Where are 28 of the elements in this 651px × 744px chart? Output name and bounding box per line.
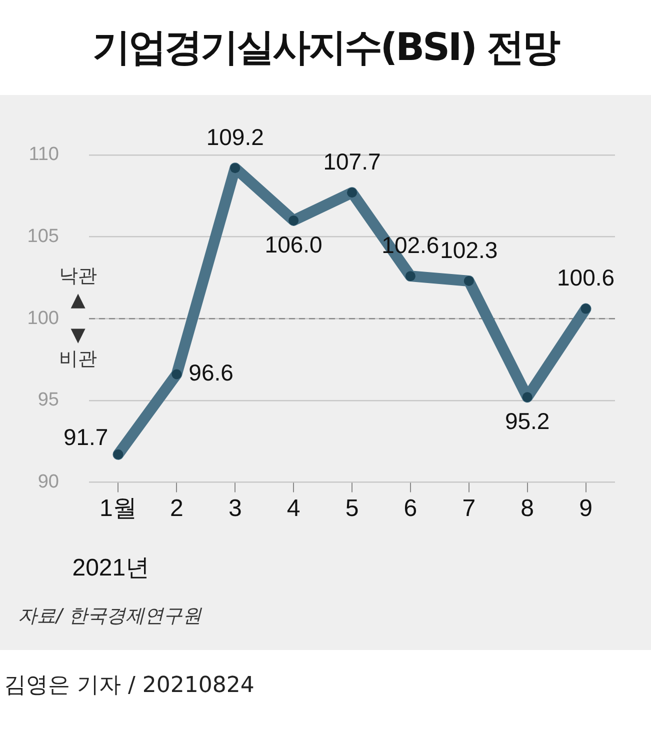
x-tick-label: 4 [286, 495, 300, 522]
text: 102.3 [440, 236, 498, 263]
x-tick-label: 3 [228, 495, 242, 522]
text: 107.7 [323, 148, 381, 174]
text: 106.0 [264, 231, 322, 258]
y-tick-label: 95 [38, 390, 59, 411]
annotation: 낙관 ▲ [59, 265, 97, 312]
text: 100.6 [556, 264, 615, 291]
text: 96.6 [188, 360, 234, 386]
y-tick-label: 110 [28, 144, 59, 166]
y-tick-label: 90 [38, 471, 59, 492]
x-tick-label: 9 [579, 495, 592, 522]
y-tick-label: 100 [27, 308, 59, 329]
text: 109.2 [206, 124, 264, 150]
text: 91.7 [63, 424, 108, 450]
x-tick-label: 6 [404, 495, 418, 522]
x-tick-label: 2 [170, 495, 184, 522]
text: 95.2 [504, 408, 550, 434]
x-tick-label: 7 [462, 495, 476, 522]
text: 자료/ 한국경제연구원 [18, 604, 202, 629]
x-tick-label: 5 [345, 495, 359, 522]
x-axis-title: 2021년 [72, 554, 150, 582]
chart-title: 기업경기실사지수(BSI) 전망 [91, 24, 560, 71]
y-tick-label: 105 [27, 226, 59, 248]
x-tick-label: 1월 [100, 495, 137, 522]
annotation: ▼ 비관 [59, 324, 97, 370]
text: 김영은 기자 / 20210824 [3, 672, 256, 700]
x-tick-label: 8 [520, 495, 534, 522]
